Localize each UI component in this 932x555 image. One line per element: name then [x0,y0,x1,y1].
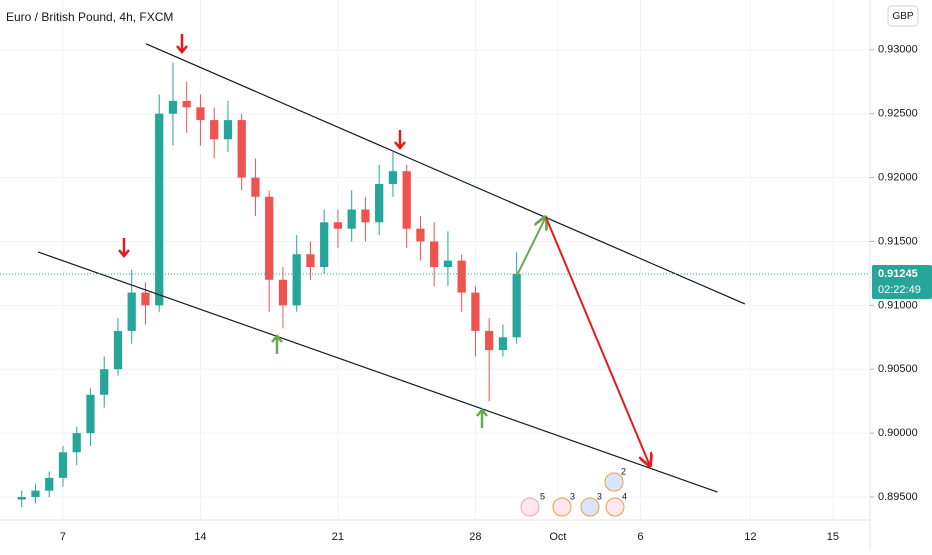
x-tick-label: Oct [549,531,566,543]
candle-body [45,477,54,491]
candle-body [471,292,480,331]
event-icon[interactable] [605,497,625,517]
candle-body [498,337,508,351]
plot-area [0,0,870,520]
candle-body [196,107,205,121]
candle-body [347,209,356,229]
candle-body [278,279,288,306]
event-icon[interactable] [580,497,600,517]
candle-body [223,120,233,140]
x-tick-label: 12 [744,531,756,543]
candle-body [416,228,425,242]
x-tick-label: 28 [469,531,481,543]
candle-body [251,177,260,197]
candle-body [31,490,40,498]
up-arrow [271,334,283,354]
event-icon[interactable] [520,497,540,517]
candle-body [141,292,150,306]
countdown-label: 02:22:49 [878,284,921,296]
y-tick-label: 0.89500 [878,491,918,503]
down-arrow [118,238,130,258]
last-price-label: 0.91245 [878,268,918,280]
y-tick-label: 0.92500 [878,108,918,120]
event-icons: 5 3 3 4 2 [520,466,627,517]
y-tick-label: 0.93000 [878,44,918,56]
x-tick-label: 21 [332,531,344,543]
candle-body [430,241,439,268]
candle-body [72,433,81,453]
signal-arrows [118,34,488,428]
chart-title: Euro / British Pound, 4h, FXCM [6,10,173,24]
x-tick-label: 15 [827,531,839,543]
down-arrow [394,130,406,150]
candle-body [320,222,329,268]
up-arrow [476,408,488,428]
candle-body [58,452,68,478]
x-tick-label: 7 [60,531,66,543]
event-icon[interactable] [552,497,572,517]
event-icon[interactable] [604,472,624,492]
y-tick-label: 0.90000 [878,427,918,439]
candle-body [210,120,219,140]
candle-body [100,369,109,395]
last-price-box [872,265,932,300]
candle-body [292,254,301,306]
event-count: 3 [597,491,602,501]
y-tick-label: 0.91000 [878,299,918,311]
candle-body [333,222,343,229]
candle-body [113,330,123,370]
event-count: 5 [540,491,545,501]
candle-body [168,100,178,114]
candle-body [388,171,398,184]
candle-body [402,171,411,229]
candle-body [375,183,384,223]
event-count: 4 [622,491,627,501]
trend-line [37,251,718,493]
candle-body [512,274,521,338]
currency-button[interactable] [887,5,919,27]
event-count: 2 [621,466,626,476]
candle-body [127,292,136,331]
x-tick-label: 14 [194,531,206,543]
candle-body [361,209,370,223]
candle-body [306,254,315,268]
trend-line [145,43,746,305]
candle-body [485,330,494,351]
trend-line [515,217,546,277]
x-tick-label: 6 [637,531,643,543]
y-tick-label: 0.91500 [878,235,918,247]
down-arrow [176,34,188,54]
candle-body [86,394,95,434]
currency-label: GBP [892,11,913,22]
candle-body [155,113,164,306]
event-count: 3 [570,491,575,501]
y-tick-label: 0.92000 [878,171,918,183]
candle-body [457,260,466,293]
candle-body [17,497,26,500]
candle-body [182,100,191,108]
candle-body [443,260,453,268]
y-tick-label: 0.90500 [878,363,918,375]
trend-line [544,216,650,466]
candle-body [237,120,246,178]
candle-body [265,196,274,280]
